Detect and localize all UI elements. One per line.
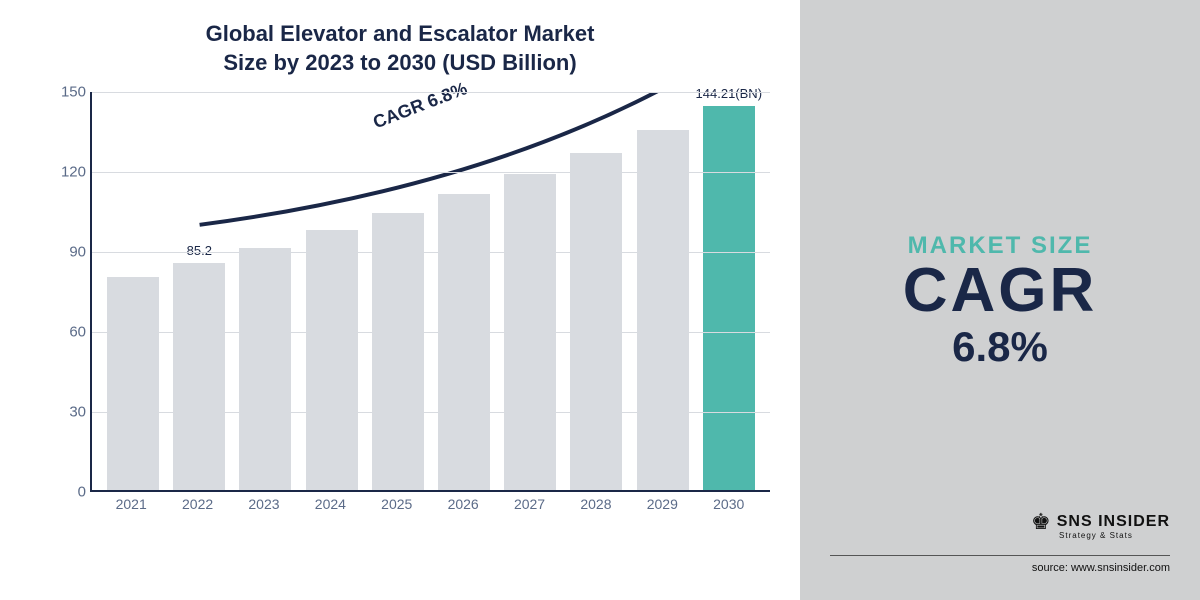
logo-row: ♚ SNS INSIDER (1031, 511, 1170, 533)
x-tick-label: 2027 (504, 496, 556, 512)
source-text: source: www.snsinsider.com (830, 555, 1170, 574)
gridline (92, 92, 770, 93)
bar: 85.2 (173, 263, 225, 490)
cagr-percent: 6.8% (952, 326, 1048, 368)
bar-value-label: 85.2 (187, 243, 212, 258)
x-tick-label: 2022 (172, 496, 224, 512)
x-tick-label: 2026 (437, 496, 489, 512)
bars-container: 85.2 144.21(BN) (92, 92, 770, 490)
chart-panel: Global Elevator and Escalator Market Siz… (0, 0, 800, 600)
x-tick-label: 2023 (238, 496, 290, 512)
x-tick-label: 2021 (105, 496, 157, 512)
bar (306, 230, 358, 490)
gridline (92, 252, 770, 253)
side-panel: MARKET SIZE CAGR 6.8% ♚ SNS INSIDER Stra… (800, 0, 1200, 600)
y-tick-label: 120 (50, 164, 86, 181)
gridline (92, 332, 770, 333)
y-tick-label: 30 (50, 404, 86, 421)
bar (637, 130, 689, 490)
chart-title: Global Elevator and Escalator Market Siz… (30, 20, 770, 77)
x-tick-label: 2028 (570, 496, 622, 512)
logo-name: SNS INSIDER (1057, 513, 1170, 531)
bar (239, 248, 291, 491)
plot-region: 85.2144.21(BN) CAGR 6.8% (90, 92, 770, 492)
brand-logo: ♚ SNS INSIDER Strategy & Stats (1031, 511, 1170, 540)
chart-area: 85.2144.21(BN) CAGR 6.8% 202120222023202… (50, 92, 770, 532)
bar (372, 213, 424, 490)
bar (438, 194, 490, 490)
chart-title-line2: Size by 2023 to 2030 (USD Billion) (30, 49, 770, 78)
chart-title-line1: Global Elevator and Escalator Market (30, 20, 770, 49)
bar: 144.21(BN) (703, 106, 755, 491)
chess-king-icon: ♚ (1031, 511, 1051, 533)
x-tick-label: 2024 (304, 496, 356, 512)
y-tick-label: 0 (50, 484, 86, 501)
gridline (92, 172, 770, 173)
x-tick-label: 2030 (703, 496, 755, 512)
y-tick-label: 90 (50, 244, 86, 261)
logo-tagline: Strategy & Stats (1059, 531, 1170, 540)
x-tick-label: 2025 (371, 496, 423, 512)
y-tick-label: 60 (50, 324, 86, 341)
x-axis-labels: 2021 2022 2023 2024 2025 2026 2027 2028 2029 2030 (90, 496, 770, 512)
bar (570, 153, 622, 490)
cagr-big-label: CAGR (903, 260, 1098, 322)
y-tick-label: 150 (50, 84, 86, 101)
x-tick-label: 2029 (636, 496, 688, 512)
gridline (92, 412, 770, 413)
bar (107, 277, 159, 490)
